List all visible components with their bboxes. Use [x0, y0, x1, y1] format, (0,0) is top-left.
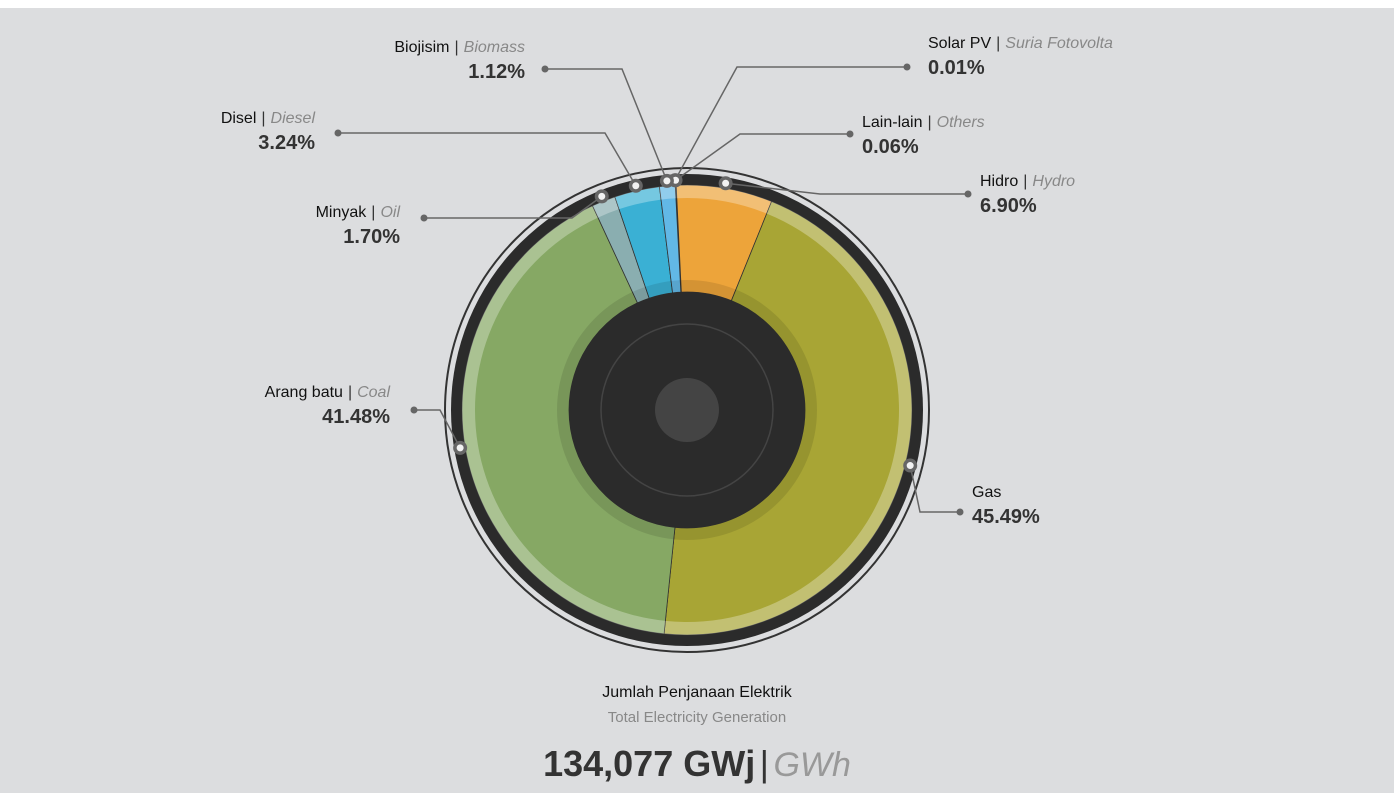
slice-name: Lain-lain — [862, 114, 922, 131]
donut — [444, 167, 930, 653]
total-title: Jumlah Penjanaan Elektrik — [602, 684, 792, 701]
slice-label: Disel | Diesel — [221, 110, 316, 127]
slice-name: Solar PV — [928, 35, 991, 52]
total-label-en: GWh — [773, 746, 850, 784]
leader-line — [424, 195, 603, 219]
value-label: 0.01% — [928, 57, 985, 79]
leader-line — [725, 182, 968, 195]
leader-end — [541, 65, 549, 73]
slice-band — [659, 185, 676, 200]
slice-name: Biojisim — [394, 39, 449, 56]
center-ring — [600, 323, 774, 497]
leader-line — [338, 132, 637, 187]
leader-line — [414, 409, 461, 449]
separator: | — [454, 39, 458, 56]
leader-end — [334, 129, 342, 137]
leader-line — [909, 465, 960, 513]
value-label: 0.06% — [862, 136, 919, 158]
slice-name-en: Oil — [380, 204, 400, 221]
leader-dot-core — [663, 177, 671, 185]
leader-dot-core — [598, 192, 606, 200]
slice-label: Hidro | Hydro — [980, 173, 1075, 190]
value-label: 3.24% — [258, 132, 315, 154]
separator: | — [371, 204, 375, 221]
slice-name-en: Coal — [357, 384, 390, 401]
slice-label: Arang batu | Coal — [265, 384, 391, 401]
top-border — [0, 0, 1394, 8]
leader-end — [420, 214, 428, 222]
slice-label: Solar PV | Suria Fotovolta — [928, 35, 1113, 52]
separator: | — [261, 110, 265, 127]
slice-name-en: Diesel — [271, 110, 316, 127]
leader-end — [846, 130, 854, 138]
slice-name: Hidro — [980, 173, 1018, 190]
value-label: 6.90% — [980, 195, 1037, 217]
separator: | — [1023, 173, 1027, 190]
slice-band — [676, 185, 772, 214]
leader-line — [675, 133, 850, 181]
slice-name: Disel — [221, 110, 257, 127]
leader-line — [545, 68, 668, 182]
value-label: 1.70% — [343, 226, 400, 248]
slice-name-en: Suria Fotovolta — [1005, 35, 1113, 52]
slice-label: Lain-lain | Others — [862, 114, 985, 131]
leader-line — [674, 66, 907, 181]
separator: | — [927, 114, 931, 131]
leader-dot-core — [722, 179, 730, 187]
slice-name: Minyak — [316, 204, 368, 221]
leader-dot-core — [456, 444, 464, 452]
leader-end — [964, 190, 972, 198]
total-subtitle: Total Electricity Generation — [608, 709, 786, 726]
separator: | — [348, 384, 352, 401]
leader-end — [903, 63, 911, 71]
slice-label: Gas — [972, 484, 1001, 501]
slice-name: Arang batu — [265, 384, 343, 401]
leader-end — [956, 508, 964, 516]
leader-dot-core — [906, 462, 914, 470]
leader-end — [410, 406, 418, 414]
slice-label: Biojisim | Biomass — [394, 39, 525, 56]
slice-name: Gas — [972, 484, 1001, 501]
center-hub — [655, 378, 719, 442]
value-label: 41.48% — [322, 406, 390, 428]
labels: Solar PV | Suria Fotovolta 0.01% Lain-lain | O… — [221, 35, 1113, 528]
value-label: 45.49% — [972, 506, 1040, 528]
separator: | — [996, 35, 1000, 52]
slice-band — [614, 186, 662, 210]
slice-name-en: Hydro — [1032, 173, 1075, 190]
slice-label: Minyak | Oil — [316, 204, 401, 221]
slice — [663, 200, 913, 636]
value-label: 1.12% — [468, 61, 525, 83]
slice-band — [592, 196, 620, 218]
outer-ring — [444, 167, 930, 653]
separator: | — [760, 743, 769, 784]
total: 134,077 GWj | GWh — [543, 743, 851, 784]
leader-dot-core — [632, 182, 640, 190]
total-label: 134,077 GWj — [543, 743, 755, 784]
slice-name-en: Others — [937, 114, 985, 131]
slice-name-en: Biomass — [464, 39, 525, 56]
